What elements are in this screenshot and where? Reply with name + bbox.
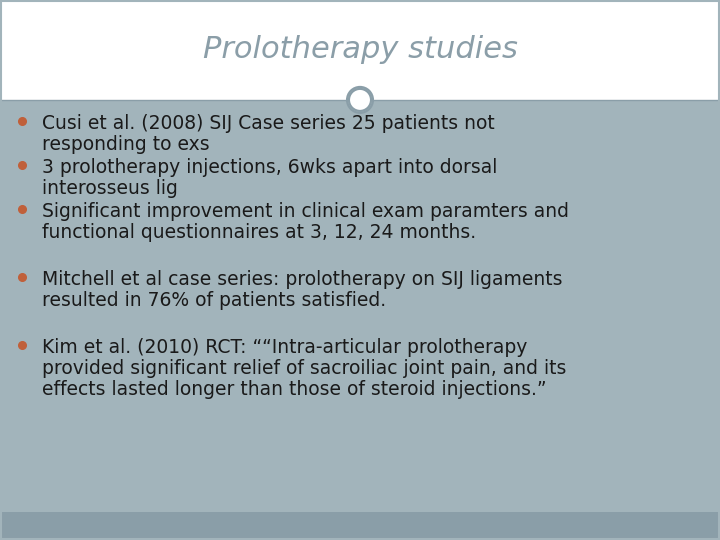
Text: Kim et al. (2010) RCT: ““Intra-articular prolotherapy: Kim et al. (2010) RCT: ““Intra-articular…	[42, 338, 527, 357]
Text: interosseus lig: interosseus lig	[42, 179, 178, 198]
Text: responding to exs: responding to exs	[42, 135, 210, 154]
Text: provided significant relief of sacroiliac joint pain, and its: provided significant relief of sacroilia…	[42, 359, 567, 378]
Text: Cusi et al. (2008) SIJ Case series 25 patients not: Cusi et al. (2008) SIJ Case series 25 pa…	[42, 114, 495, 133]
FancyBboxPatch shape	[0, 512, 720, 540]
FancyBboxPatch shape	[0, 0, 720, 100]
Circle shape	[347, 87, 373, 113]
Text: Prolotherapy studies: Prolotherapy studies	[202, 36, 518, 64]
Text: Significant improvement in clinical exam paramters and: Significant improvement in clinical exam…	[42, 201, 569, 221]
Text: Mitchell et al case series: prolotherapy on SIJ ligaments: Mitchell et al case series: prolotherapy…	[42, 270, 562, 289]
Text: functional questionnaires at 3, 12, 24 months.: functional questionnaires at 3, 12, 24 m…	[42, 222, 476, 241]
Text: effects lasted longer than those of steroid injections.”: effects lasted longer than those of ster…	[42, 380, 546, 399]
Text: 3 prolotherapy injections, 6wks apart into dorsal: 3 prolotherapy injections, 6wks apart in…	[42, 158, 498, 177]
FancyBboxPatch shape	[0, 100, 720, 512]
Text: resulted in 76% of patients satisfied.: resulted in 76% of patients satisfied.	[42, 291, 386, 309]
Circle shape	[349, 89, 371, 111]
